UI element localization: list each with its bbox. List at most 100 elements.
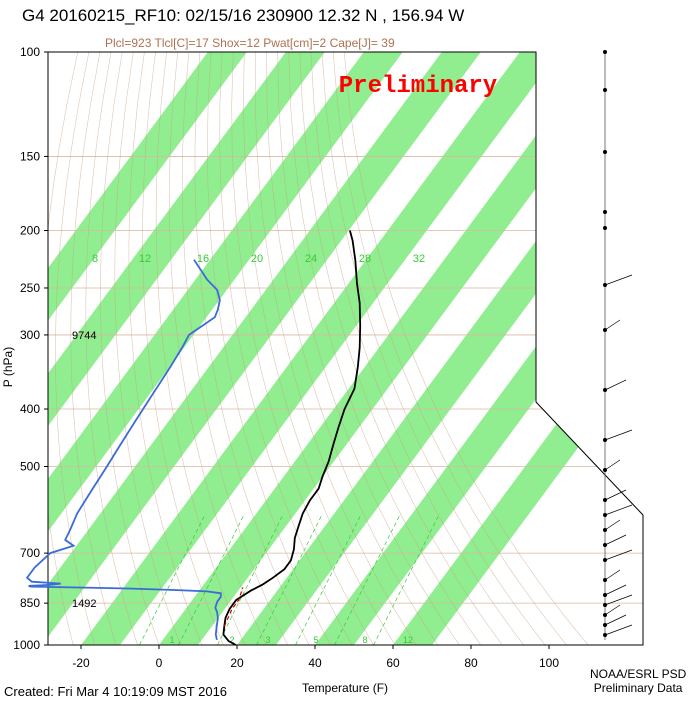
x-tick-label: 40 bbox=[308, 656, 322, 670]
x-tick-label: 20 bbox=[230, 656, 244, 670]
wind-barb bbox=[604, 534, 627, 546]
y-tick-label: 400 bbox=[20, 402, 40, 416]
plot-frame bbox=[47, 51, 644, 646]
temperature-band bbox=[48, 52, 411, 645]
dry-adiabat bbox=[55, 52, 95, 645]
height-annotation: 1492 bbox=[72, 598, 96, 610]
dry-adiabat bbox=[85, 52, 138, 645]
mixing-ratio-label: 5 bbox=[313, 635, 318, 645]
mixing-ratio-label: 12 bbox=[139, 253, 151, 265]
mixing-ratio-label: 3 bbox=[265, 635, 270, 645]
mixing-ratio-line bbox=[373, 513, 440, 645]
wind-barb bbox=[604, 624, 633, 636]
dry-adiabat bbox=[332, 52, 567, 645]
plot-area bbox=[48, 52, 643, 645]
dry-adiabat bbox=[343, 52, 589, 645]
wind-barb bbox=[604, 584, 627, 596]
temperature-band bbox=[393, 52, 643, 645]
org-name: NOAA/ESRL PSD bbox=[590, 667, 687, 681]
dry-adiabat bbox=[100, 52, 160, 645]
barb-dot bbox=[603, 210, 607, 214]
dry-adiabat bbox=[299, 52, 503, 645]
mixing-ratio-label: 1 bbox=[169, 635, 174, 645]
mixing-ratio-line bbox=[256, 513, 323, 645]
dry-adiabat bbox=[168, 52, 267, 645]
dry-adiabat bbox=[155, 52, 246, 645]
mixing-ratio-label: 24 bbox=[305, 253, 317, 265]
wind-barb bbox=[604, 459, 621, 471]
mixing-ratio-label: 8 bbox=[362, 635, 367, 645]
barb-dot bbox=[603, 226, 607, 230]
x-tick-label: 80 bbox=[464, 656, 478, 670]
x-tick-label: 100 bbox=[539, 656, 559, 670]
y-tick-label: 300 bbox=[20, 328, 40, 342]
mixing-ratio-label: 28 bbox=[359, 253, 371, 265]
wind-barb bbox=[604, 594, 633, 606]
temperature-band bbox=[159, 52, 643, 645]
data-status: Preliminary Data bbox=[593, 681, 683, 695]
temperature-band bbox=[81, 52, 567, 645]
mixing-ratio-label: 16 bbox=[197, 253, 209, 265]
barb-dot bbox=[603, 150, 607, 154]
wind-barb bbox=[604, 549, 633, 561]
y-tick-label: 700 bbox=[20, 546, 40, 560]
mixing-ratio-line bbox=[139, 513, 206, 645]
stability-indices: Plcl=923 Tlcl[C]=17 Shox=12 Pwat[cm]=2 C… bbox=[105, 36, 395, 50]
dry-adiabat bbox=[128, 52, 203, 645]
x-axis: -20 0 20 40 60 80 100 bbox=[72, 645, 559, 670]
height-annotations: 9744 1492 bbox=[72, 330, 96, 610]
barb-dot bbox=[603, 88, 607, 92]
dry-adiabat bbox=[70, 52, 117, 645]
temperature-band bbox=[48, 52, 333, 645]
x-tick-label: -20 bbox=[72, 656, 90, 670]
y-tick-label: 200 bbox=[20, 224, 40, 238]
dry-adiabat bbox=[48, 52, 79, 645]
y-axis: 100 150 200 250 300 400 500 700 850 1000 bbox=[13, 45, 48, 652]
wind-barb bbox=[604, 569, 621, 581]
wind-barb bbox=[604, 379, 627, 391]
mixing-ratio-line bbox=[334, 513, 401, 645]
dry-adiabat bbox=[142, 52, 224, 645]
preliminary-watermark: Preliminary bbox=[339, 73, 497, 100]
dry-adiabat bbox=[288, 52, 482, 645]
wind-barb bbox=[604, 504, 633, 516]
temperature-band bbox=[48, 52, 255, 645]
dry-adiabat bbox=[254, 52, 417, 645]
wind-barb-column bbox=[603, 50, 633, 640]
wind-barb bbox=[604, 614, 627, 626]
x-tick-label: 0 bbox=[156, 656, 163, 670]
mixing-ratio-line bbox=[295, 513, 362, 645]
dry-adiabat bbox=[181, 52, 288, 645]
mixing-ratio-labels: 8 12 16 20 24 28 321 2 3 5 8 12 bbox=[92, 253, 425, 645]
mixing-ratio-label: 32 bbox=[413, 253, 425, 265]
y-tick-label: 850 bbox=[20, 596, 40, 610]
y-tick-label: 100 bbox=[20, 45, 40, 59]
chart-title: G4 20160215_RF10: 02/15/16 230900 12.32 … bbox=[22, 6, 465, 25]
y-tick-label: 500 bbox=[20, 459, 40, 473]
dewpoint-profile bbox=[25, 259, 222, 640]
org-credit: NOAA/ESRL PSD Preliminary Data bbox=[590, 667, 686, 695]
mixing-ratio-label: 20 bbox=[251, 253, 263, 265]
barb-dot bbox=[603, 50, 607, 54]
temperature-bands bbox=[48, 52, 643, 645]
y-axis-label: P (hPa) bbox=[1, 346, 16, 388]
mixing-ratio-line bbox=[178, 513, 245, 645]
dry-adiabat bbox=[231, 52, 374, 645]
x-tick-label: 60 bbox=[386, 656, 400, 670]
wind-barb bbox=[604, 519, 621, 531]
dry-adiabat bbox=[194, 52, 310, 645]
parcel-profile bbox=[223, 587, 244, 627]
dry-adiabat bbox=[219, 52, 353, 645]
dry-adiabat bbox=[321, 52, 546, 645]
temperature-band bbox=[48, 52, 489, 645]
mixing-ratio-line bbox=[217, 513, 284, 645]
created-timestamp: Created: Fri Mar 4 10:19:09 MST 2016 bbox=[4, 684, 228, 699]
wind-barb bbox=[604, 274, 633, 286]
temperature-profile bbox=[222, 230, 362, 646]
wind-barb bbox=[604, 489, 627, 501]
dry-adiabat bbox=[277, 52, 460, 645]
height-annotation: 9744 bbox=[72, 330, 96, 342]
x-axis-label: Temperature (F) bbox=[302, 681, 389, 695]
